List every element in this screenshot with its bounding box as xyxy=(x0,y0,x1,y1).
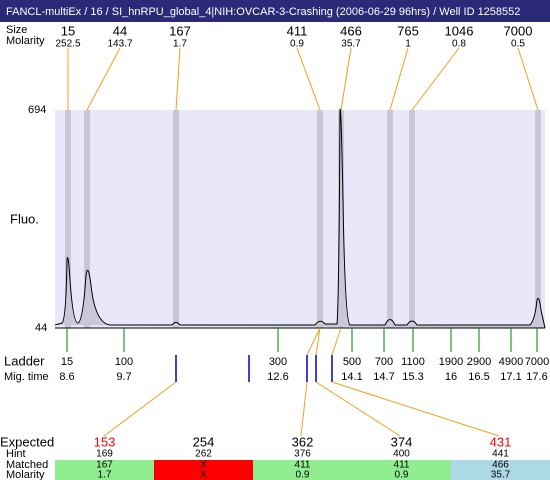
ladder-time: 14.1 xyxy=(341,371,362,383)
hint: 376 xyxy=(294,449,311,460)
peak-band xyxy=(387,110,393,328)
peak-size: 411 xyxy=(287,23,308,38)
ladder-size: 100 xyxy=(115,356,133,368)
peak-link xyxy=(315,327,321,356)
trace xyxy=(54,108,546,329)
ladder-time: 16 xyxy=(445,371,457,383)
peak-molarity: 0.5 xyxy=(511,39,525,50)
matched: 466 xyxy=(492,460,509,471)
match-cell xyxy=(154,460,253,480)
matched: 411 xyxy=(295,460,311,471)
peak-size: 7000 xyxy=(504,23,533,38)
peak-connector xyxy=(340,47,352,111)
expected-label: Expected xyxy=(0,434,54,449)
peak-connector xyxy=(175,47,181,111)
expected: 153 xyxy=(94,434,116,449)
y-bottom: 44 xyxy=(35,322,47,334)
ladder-size: 15 xyxy=(61,356,73,368)
peak-band xyxy=(409,110,415,328)
match-connector xyxy=(300,381,308,437)
expected: 431 xyxy=(490,434,512,449)
ladder-size: 1900 xyxy=(439,356,463,368)
ladder-time: 8.6 xyxy=(59,371,74,383)
ladder-size: 300 xyxy=(269,356,287,368)
y-axis-label: Fluo. xyxy=(10,211,39,226)
ladder-size: 4900 xyxy=(499,356,523,368)
ladder-size: 700 xyxy=(375,356,393,368)
plot-area xyxy=(55,110,545,328)
ladder-size: 7000 xyxy=(525,356,549,368)
match-connector xyxy=(331,381,500,437)
hint: 400 xyxy=(393,449,410,460)
peak-band xyxy=(173,110,179,328)
ladder-size: 1100 xyxy=(401,356,425,368)
table-molarity-label: Molarity xyxy=(6,469,45,480)
molarity-label: Molarity xyxy=(6,35,45,47)
peak-connector xyxy=(296,47,321,111)
peak-size: 765 xyxy=(397,23,419,38)
matched: X xyxy=(200,460,207,471)
hint: 169 xyxy=(96,449,113,460)
peak-molarity: 1.7 xyxy=(173,39,187,50)
expected: 254 xyxy=(193,434,215,449)
hint: 262 xyxy=(195,449,212,460)
peak-size: 44 xyxy=(113,23,127,38)
molarity: 0.9 xyxy=(296,470,310,480)
hint-label: Hint xyxy=(6,448,26,460)
peak-molarity: 1 xyxy=(405,39,411,50)
peak-molarity: 143.7 xyxy=(107,39,132,50)
matched: 411 xyxy=(394,460,410,471)
match-connector xyxy=(315,381,401,437)
ladder-time: 17.6 xyxy=(526,371,547,383)
peak-size: 1046 xyxy=(445,23,474,38)
ladder-size: 500 xyxy=(343,356,361,368)
title: FANCL-multiEx / 16 / SI_hnRPU_global_4|N… xyxy=(6,6,520,18)
y-top: 694 xyxy=(28,104,46,116)
peak-band xyxy=(65,110,71,328)
molarity: 1.7 xyxy=(98,470,112,480)
matched-label: Matched xyxy=(6,459,48,471)
ladder-time: 17.1 xyxy=(500,371,521,383)
molarity: X xyxy=(200,470,207,480)
peak-band xyxy=(317,110,323,328)
molarity: 0.9 xyxy=(395,470,409,480)
peak-connector xyxy=(86,47,121,111)
ladder-time: 14.7 xyxy=(373,371,394,383)
peak-connector xyxy=(389,47,409,111)
peak-link xyxy=(331,327,342,356)
peak-connector xyxy=(411,47,460,111)
peak-molarity: 0.8 xyxy=(452,39,466,50)
match-cell xyxy=(451,460,550,480)
ladder-time: 15.3 xyxy=(402,371,423,383)
peak-size: 466 xyxy=(340,23,362,38)
peak-link xyxy=(306,327,321,356)
hint: 441 xyxy=(492,449,509,460)
molarity: 35.7 xyxy=(491,470,511,480)
ladder-size: 2900 xyxy=(467,356,491,368)
ladder-label: Ladder xyxy=(4,353,45,368)
peak-molarity: 35.7 xyxy=(341,39,361,50)
title-bar xyxy=(0,0,550,22)
mig-time-label: Mig. time xyxy=(4,371,49,383)
match-cell xyxy=(55,460,154,480)
matched: 167 xyxy=(96,460,113,471)
peak-size: 167 xyxy=(169,23,191,38)
ladder-time: 16.5 xyxy=(468,371,489,383)
peak-molarity: 252.5 xyxy=(55,39,80,50)
peak-size: 15 xyxy=(61,23,75,38)
expected: 362 xyxy=(292,434,314,449)
match-cell xyxy=(352,460,451,480)
peak-molarity: 0.9 xyxy=(290,39,304,50)
ladder-time: 9.7 xyxy=(116,371,131,383)
ladder-time: 12.6 xyxy=(267,371,288,383)
match-cell xyxy=(253,460,352,480)
expected: 374 xyxy=(391,434,413,449)
peak-band xyxy=(535,110,541,328)
size-label: Size xyxy=(6,24,27,36)
peak-band xyxy=(84,110,90,328)
match-connector xyxy=(103,381,177,437)
peak-connector xyxy=(517,47,539,111)
